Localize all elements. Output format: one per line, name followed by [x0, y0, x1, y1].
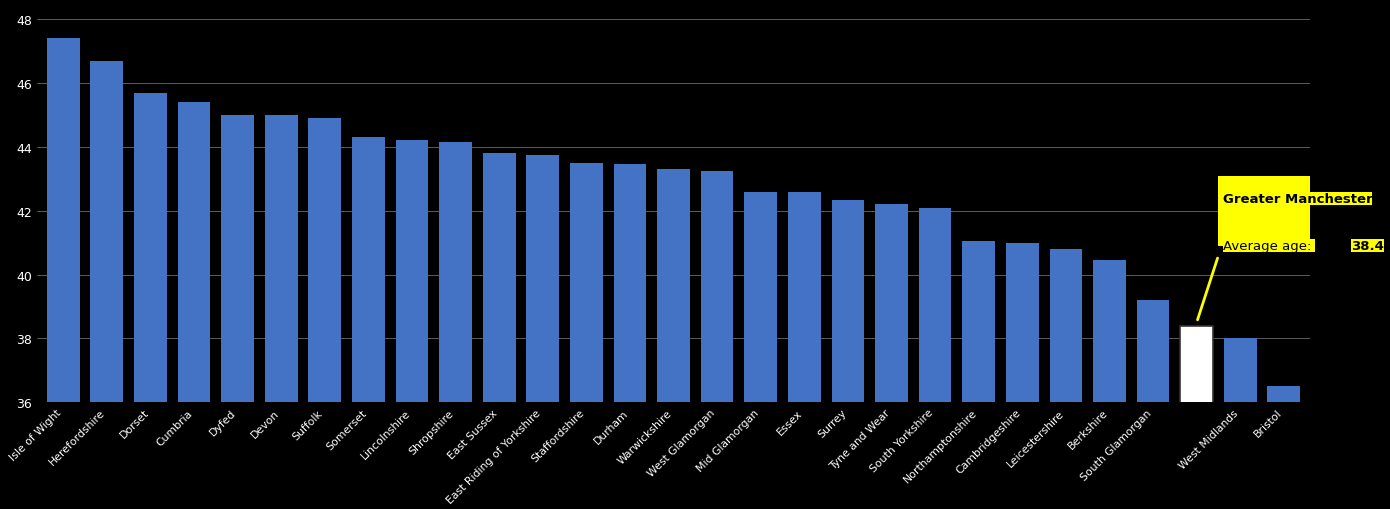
Bar [1093, 261, 1126, 509]
Bar [90, 62, 124, 509]
Bar [1180, 326, 1213, 509]
Bar [527, 156, 559, 509]
Bar [1006, 243, 1038, 509]
Bar [178, 103, 210, 509]
Text: Average age:: Average age: [1223, 240, 1315, 253]
Bar [1049, 249, 1083, 509]
Bar [613, 165, 646, 509]
Bar [962, 242, 995, 509]
Bar [439, 143, 473, 509]
Bar [396, 141, 428, 509]
Bar [1137, 300, 1169, 509]
Bar [221, 116, 254, 509]
Bar [1225, 339, 1257, 509]
Bar [1219, 176, 1390, 246]
Text: Greater Manchester: Greater Manchester [1223, 192, 1372, 205]
Bar [701, 172, 734, 509]
Bar [482, 154, 516, 509]
Text: 38.4: 38.4 [1351, 240, 1384, 253]
Bar [352, 138, 385, 509]
Bar [570, 163, 603, 509]
Bar [309, 119, 341, 509]
Bar [745, 192, 777, 509]
Bar [876, 205, 908, 509]
Bar [47, 39, 79, 509]
Bar [133, 93, 167, 509]
Bar [657, 170, 689, 509]
Bar [831, 200, 865, 509]
Bar [265, 116, 297, 509]
Bar [788, 192, 820, 509]
Bar [919, 208, 951, 509]
Bar [1268, 386, 1300, 509]
